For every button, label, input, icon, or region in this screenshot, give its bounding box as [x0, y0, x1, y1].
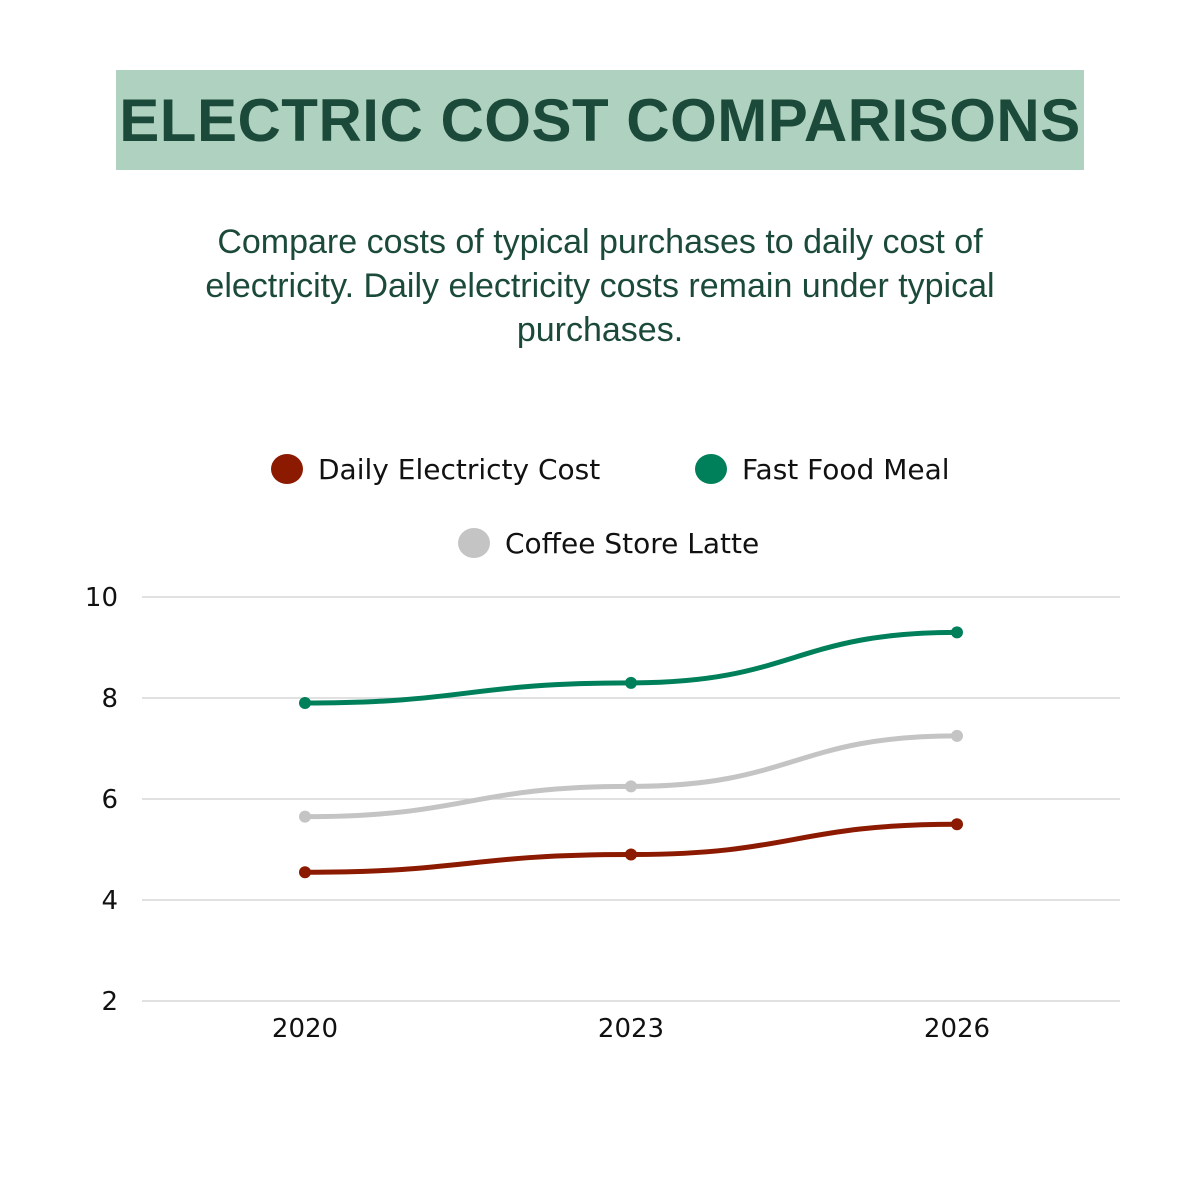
legend-label: Coffee Store Latte	[505, 527, 759, 560]
data-point	[299, 697, 311, 710]
legend-item: Daily Electricty Cost	[271, 453, 600, 486]
legend-label: Fast Food Meal	[742, 453, 950, 486]
x-tick-label: 2020	[272, 1014, 338, 1044]
y-tick-label: 4	[101, 886, 118, 916]
data-point	[951, 626, 963, 639]
data-point	[625, 676, 637, 689]
y-tick-label: 10	[85, 583, 118, 613]
series-0	[299, 818, 963, 879]
chart-subtitle: Compare costs of typical purchases to da…	[205, 223, 995, 349]
series-line	[304, 629, 958, 706]
series-line	[304, 733, 958, 820]
y-tick-label: 8	[101, 684, 118, 714]
x-tick-label: 2023	[598, 1014, 664, 1044]
series-line	[304, 821, 958, 875]
legend-label: Daily Electricty Cost	[318, 453, 600, 486]
series-2	[299, 729, 963, 823]
legend-swatch	[458, 528, 490, 558]
legend-swatch	[695, 454, 727, 484]
y-tick-label: 2	[101, 987, 118, 1017]
data-point	[299, 866, 311, 879]
x-tick-label: 2026	[924, 1014, 990, 1044]
data-point	[951, 729, 963, 742]
chart-title: ELECTRIC COST COMPARISONS	[119, 86, 1081, 154]
legend-item: Coffee Store Latte	[458, 527, 759, 560]
data-point	[625, 848, 637, 861]
y-tick-label: 6	[101, 785, 118, 815]
title-banner: ELECTRIC COST COMPARISONS	[116, 70, 1084, 170]
series-1	[299, 626, 963, 710]
legend-swatch	[271, 454, 303, 484]
data-point	[951, 818, 963, 831]
legend-item: Fast Food Meal	[695, 453, 950, 486]
data-point	[299, 810, 311, 823]
data-point	[625, 780, 637, 793]
